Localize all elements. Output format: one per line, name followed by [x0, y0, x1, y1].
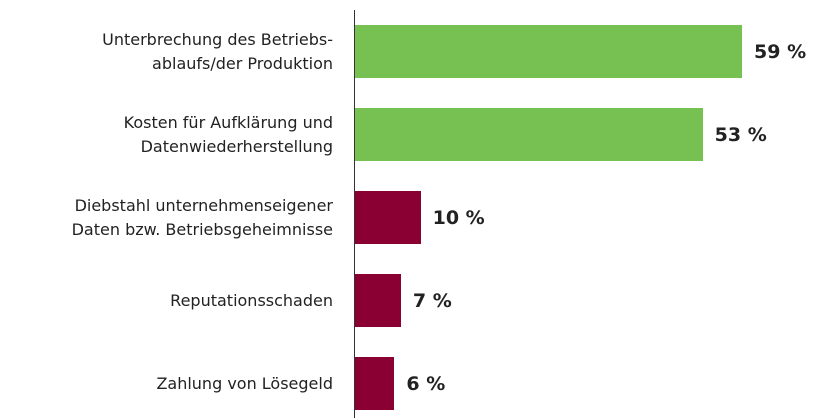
category-label: Unterbrechung des Betriebs- ablaufs/der … [102, 29, 333, 73]
bar [355, 357, 395, 410]
value-label: 7 % [412, 289, 452, 312]
value-label: 53 % [714, 123, 767, 146]
value-label: 6 % [406, 372, 446, 395]
bar [355, 274, 401, 327]
axis-line [354, 10, 355, 418]
category-label: Kosten für Aufklärung und Datenwiederher… [123, 112, 333, 156]
category-label: Diebstahl unternehmenseigener Daten bzw.… [71, 195, 333, 239]
bar [355, 25, 743, 78]
category-label: Zahlung von Lösegeld [156, 373, 333, 393]
category-label: Reputationsschaden [170, 290, 333, 310]
bar [355, 191, 421, 244]
value-label: 59 % [754, 40, 807, 63]
value-label: 10 % [432, 206, 485, 229]
bar [355, 108, 703, 161]
